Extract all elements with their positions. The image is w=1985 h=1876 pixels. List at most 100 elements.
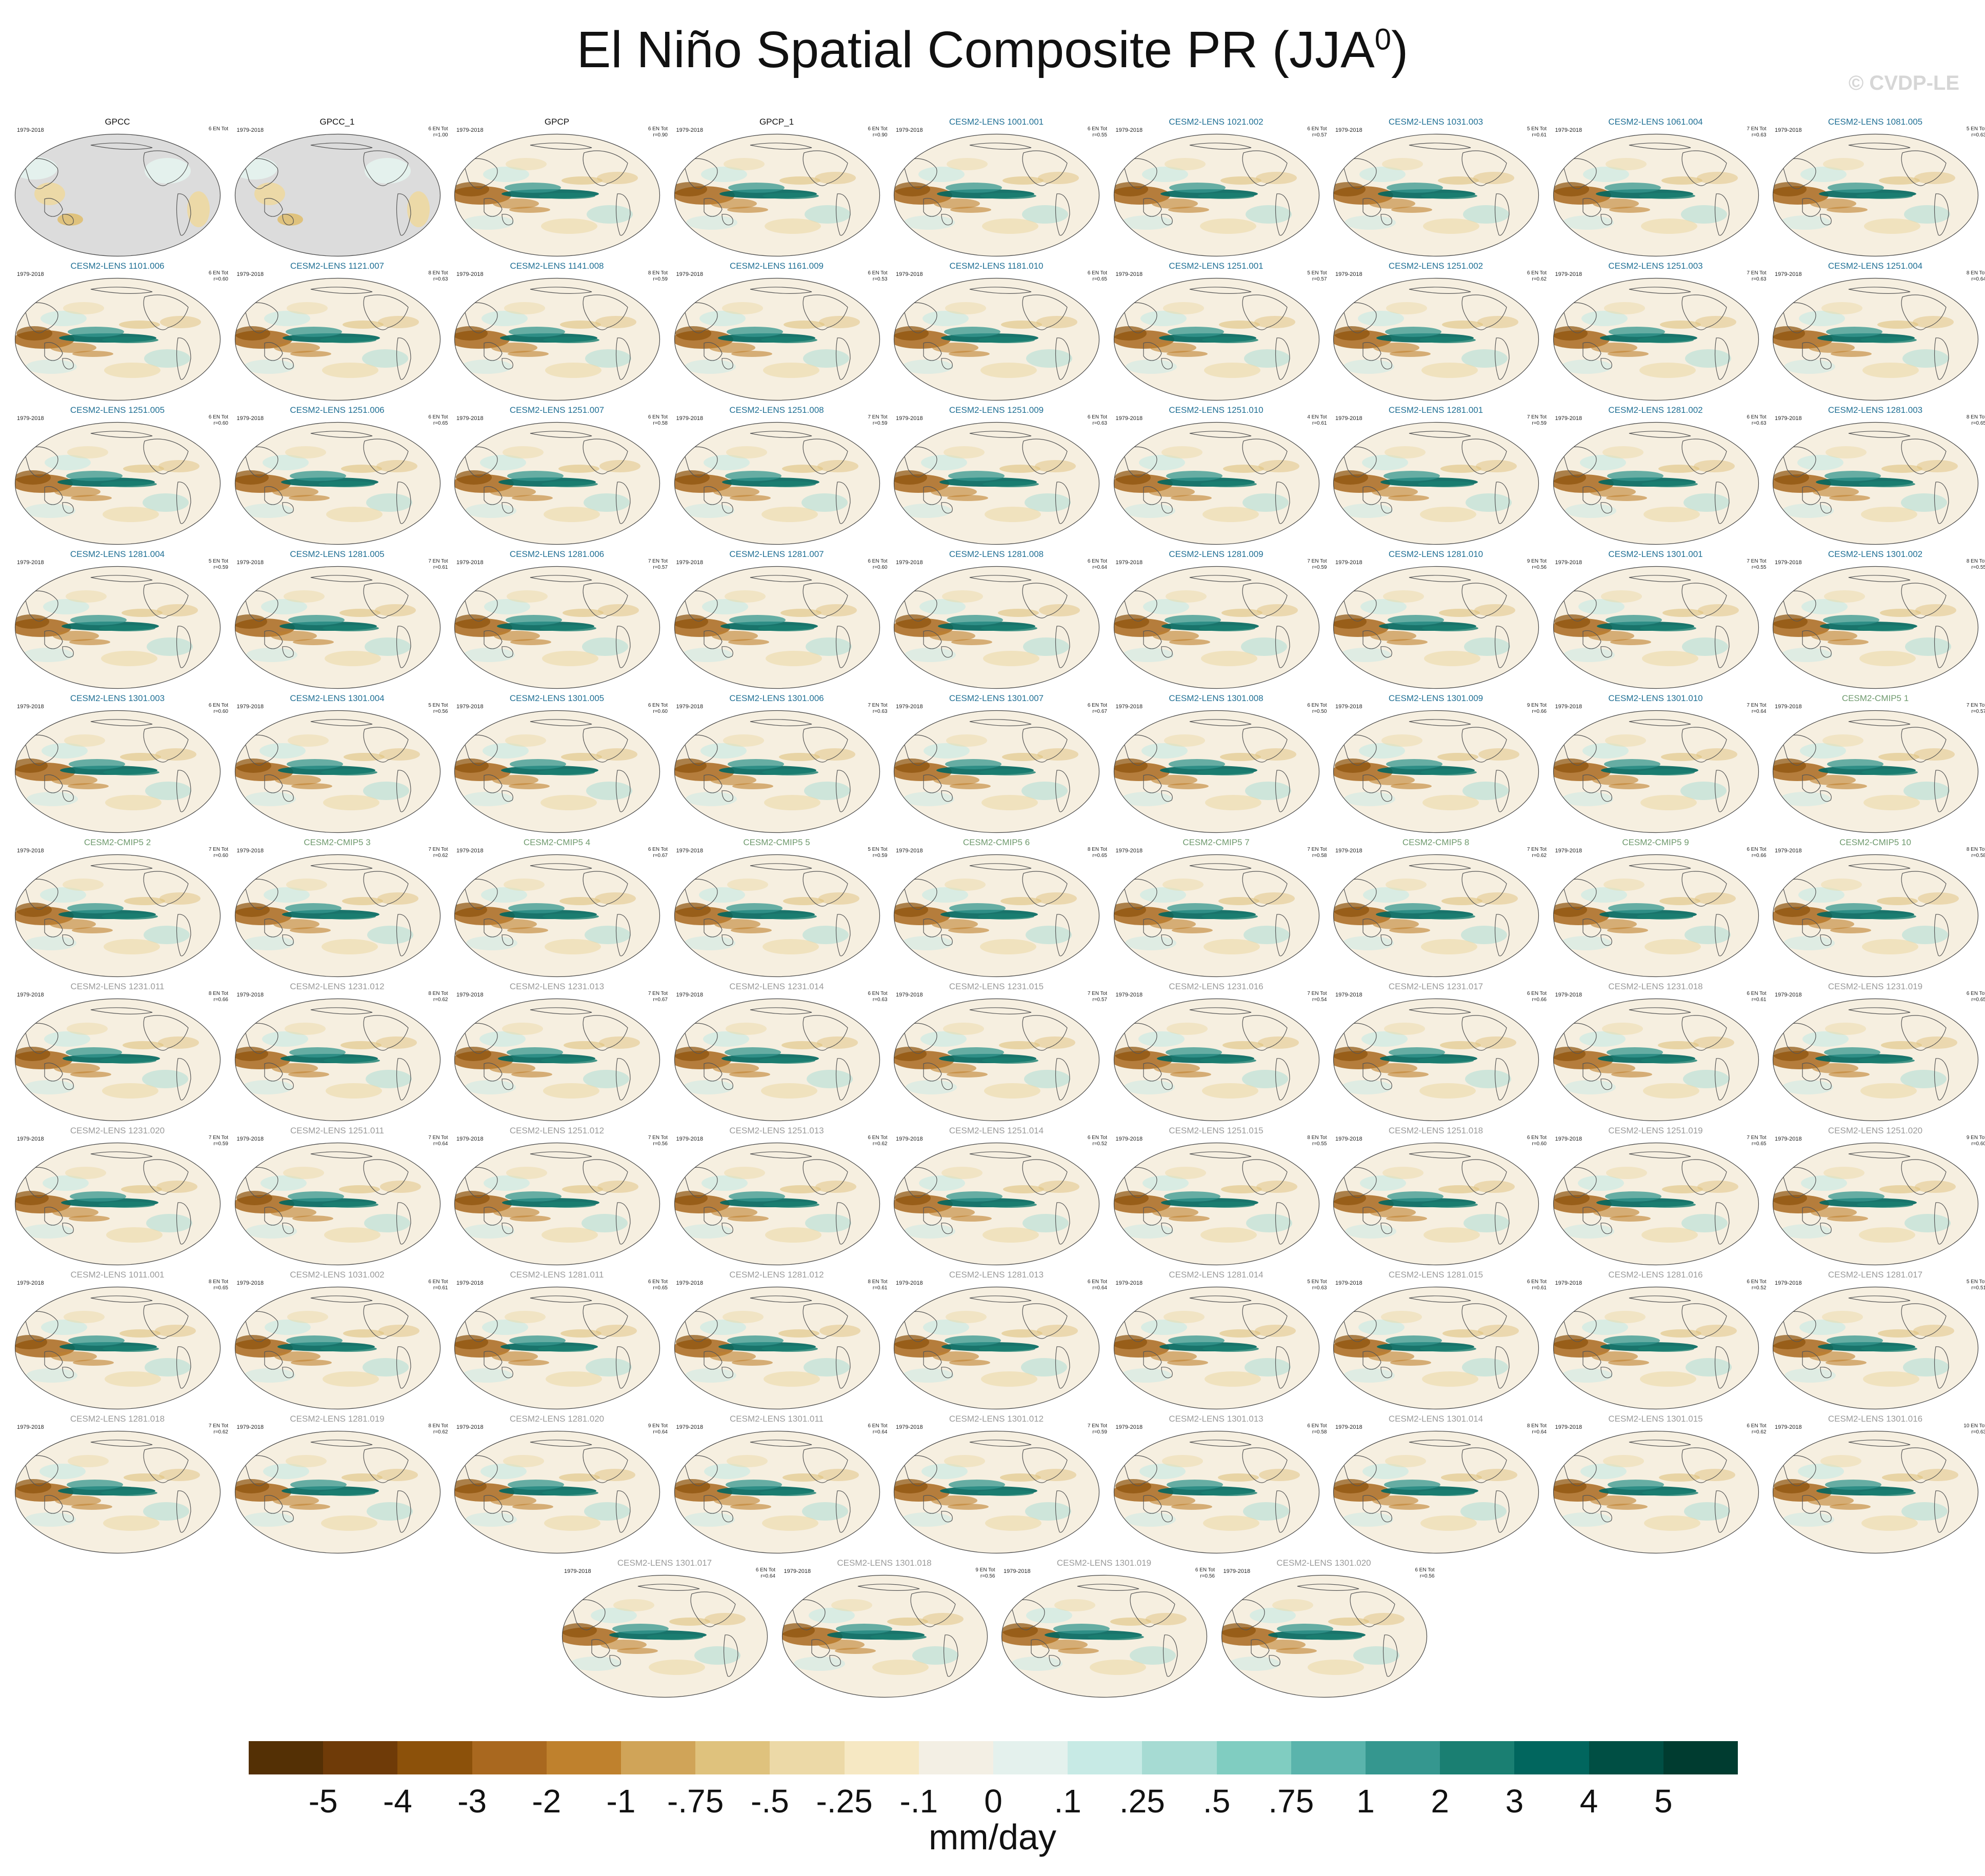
coastline <box>1714 337 1730 380</box>
coastline <box>463 446 498 477</box>
precip-anomaly-patch <box>503 1455 544 1467</box>
coastline <box>1600 934 1612 946</box>
coastline <box>264 630 283 649</box>
precip-anomaly-patch <box>904 215 955 230</box>
precip-anomaly-patch <box>1858 1057 1915 1064</box>
coastline <box>1275 193 1290 236</box>
precip-anomaly-patch <box>999 465 1040 473</box>
precip-anomaly-patch <box>765 651 822 666</box>
panel-stats: 6 EN Tot r=0.56 <box>1195 1567 1215 1580</box>
precip-anomaly-patch <box>1611 1071 1652 1077</box>
panel-event-count: 7 EN Tot <box>1527 414 1547 420</box>
panel-event-count: 6 EN Tot <box>1307 1423 1327 1429</box>
globe-map <box>1333 1430 1539 1554</box>
globe-outline <box>1113 710 1319 833</box>
coastline <box>1848 863 1911 870</box>
coastline <box>1160 358 1173 370</box>
precip-anomaly-patch <box>1601 1023 1643 1035</box>
coastline <box>1122 1167 1157 1198</box>
precip-anomaly-patch <box>1390 351 1431 357</box>
precip-anomaly-patch <box>274 775 321 785</box>
precip-anomaly-patch <box>591 1608 637 1623</box>
panel-event-count: 6 EN Tot <box>428 1279 448 1285</box>
coastline <box>1714 193 1730 236</box>
panel-title: CESM2-LENS 1301.002 <box>1828 549 1923 559</box>
precip-anomaly-patch <box>1385 446 1426 458</box>
panel-event-count: 7 EN Tot <box>208 1135 228 1141</box>
precip-anomaly-patch <box>41 1320 87 1335</box>
globe-map <box>1333 854 1539 977</box>
precip-anomaly-patch <box>318 1490 375 1496</box>
precip-anomaly-patch <box>483 743 529 759</box>
precip-anomaly-patch <box>503 446 544 458</box>
panel-pattern-correlation: r=0.60 <box>213 421 228 426</box>
coastline <box>903 1311 937 1342</box>
coastline <box>1055 1346 1070 1389</box>
precip-anomaly-patch <box>728 1191 785 1202</box>
panel-event-count: 6 EN Tot <box>868 270 888 276</box>
precip-anomaly-patch <box>119 321 160 329</box>
coastline <box>143 1303 189 1339</box>
globe-map <box>674 1430 880 1554</box>
globe-map <box>1113 854 1319 977</box>
precip-anomaly-patch <box>1903 1358 1949 1376</box>
precip-anomaly-patch <box>260 1175 307 1191</box>
panel-stats: 7 EN Tot r=0.59 <box>1307 558 1327 571</box>
land-precip-patch <box>277 213 303 226</box>
panel-title: CESM2-LENS 1001.001 <box>949 117 1044 127</box>
panel-years: 1979-2018 <box>1335 704 1362 710</box>
panel-event-count: 6 EN Tot <box>428 126 448 132</box>
precip-anomaly-patch <box>943 1023 984 1035</box>
precip-anomaly-patch <box>980 363 1037 378</box>
precip-anomaly-patch <box>980 1202 1037 1208</box>
precip-anomaly-patch <box>1859 1227 1915 1243</box>
precip-anomaly-patch <box>1782 1080 1833 1094</box>
globe-outline <box>781 1574 988 1698</box>
coastline <box>1380 1079 1392 1090</box>
colorbar-tick-label: .5 <box>1202 1783 1231 1820</box>
panel-stats: 6 EN Tot r=0.65 <box>1088 270 1107 283</box>
precip-anomaly-patch <box>545 363 601 378</box>
precip-anomaly-patch <box>483 167 529 182</box>
coastline <box>282 646 294 658</box>
map-panel: CESM2-LENS 1281.014 1979-2018 5 EN Tot r=0.… <box>1107 1270 1327 1413</box>
panel-stats: 8 EN Tot r=0.65 <box>209 1279 228 1291</box>
precip-anomaly-patch <box>324 1227 380 1243</box>
coastline <box>802 150 848 186</box>
coastline <box>1461 1303 1507 1339</box>
precip-anomaly-patch <box>1385 903 1441 913</box>
panel-title: CESM2-LENS 1281.013 <box>949 1270 1044 1280</box>
precip-anomaly-patch <box>729 495 771 501</box>
precip-anomaly-patch <box>155 748 196 761</box>
panel-years: 1979-2018 <box>676 1136 704 1142</box>
precip-anomaly-patch <box>68 1335 125 1346</box>
coastline <box>1160 934 1173 946</box>
coastline <box>176 914 191 956</box>
coastline <box>750 143 812 150</box>
coastline <box>1820 358 1832 370</box>
precip-anomaly-patch <box>147 637 193 656</box>
panel-years: 1979-2018 <box>784 1568 811 1574</box>
panel-pattern-correlation: r=0.65 <box>433 421 448 426</box>
precip-anomaly-patch <box>1859 481 1915 487</box>
globe-outline <box>1772 854 1979 977</box>
globe-map <box>14 1142 221 1266</box>
precip-anomaly-patch <box>1857 1202 1913 1208</box>
precip-anomaly-patch <box>1809 1351 1855 1362</box>
globe-outline <box>1113 1286 1319 1410</box>
precip-anomaly-patch <box>1149 1495 1195 1506</box>
precip-anomaly-patch <box>802 926 849 944</box>
precip-anomaly-patch <box>1441 897 1482 905</box>
precip-anomaly-patch <box>1553 903 1587 917</box>
precip-anomaly-patch <box>1856 193 1913 199</box>
panel-pattern-correlation: r=0.65 <box>1092 853 1107 859</box>
precip-anomaly-patch <box>1877 321 1918 329</box>
precip-anomaly-patch <box>320 769 377 775</box>
coastline <box>1934 1058 1949 1101</box>
panel-stats: 7 EN Tot r=0.57 <box>648 558 668 571</box>
globe-outline <box>14 133 221 257</box>
panel-title: CESM2-LENS 1061.004 <box>1608 117 1703 127</box>
coastline <box>1275 1346 1290 1389</box>
land-precip-patch <box>57 213 83 226</box>
map-panel: CESM2-LENS 1231.012 1979-2018 8 EN Tot r=0.… <box>228 982 448 1125</box>
